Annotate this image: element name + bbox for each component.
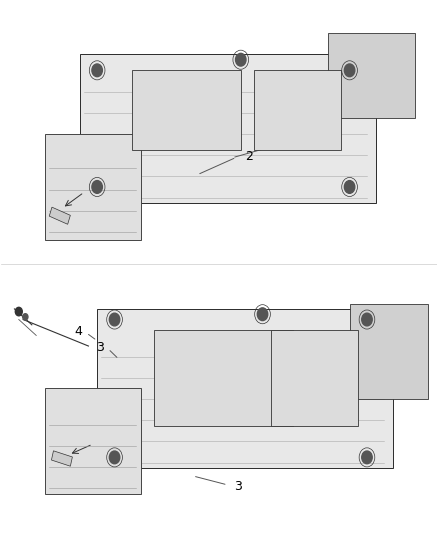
Text: 3: 3	[234, 480, 242, 492]
Bar	[80, 54, 376, 203]
Circle shape	[110, 313, 120, 326]
Bar	[350, 304, 428, 399]
Circle shape	[92, 181, 102, 193]
Bar	[328, 33, 415, 118]
Circle shape	[15, 308, 22, 316]
Circle shape	[92, 64, 102, 77]
Bar	[49, 207, 71, 224]
Bar	[271, 330, 358, 425]
Text: 4: 4	[74, 325, 82, 338]
Bar	[154, 330, 293, 425]
Bar	[51, 451, 72, 466]
Circle shape	[23, 314, 28, 320]
Text: 1: 1	[297, 135, 305, 148]
Circle shape	[236, 53, 246, 66]
Circle shape	[344, 181, 355, 193]
Circle shape	[344, 64, 355, 77]
Text: 2: 2	[245, 150, 253, 163]
Bar	[45, 389, 141, 495]
Text: 3: 3	[96, 341, 104, 353]
Circle shape	[110, 451, 120, 464]
Circle shape	[362, 451, 372, 464]
Bar	[45, 134, 141, 240]
Bar	[132, 70, 241, 150]
Bar	[97, 309, 393, 468]
Circle shape	[362, 313, 372, 326]
Bar	[254, 70, 341, 150]
Circle shape	[257, 308, 268, 320]
